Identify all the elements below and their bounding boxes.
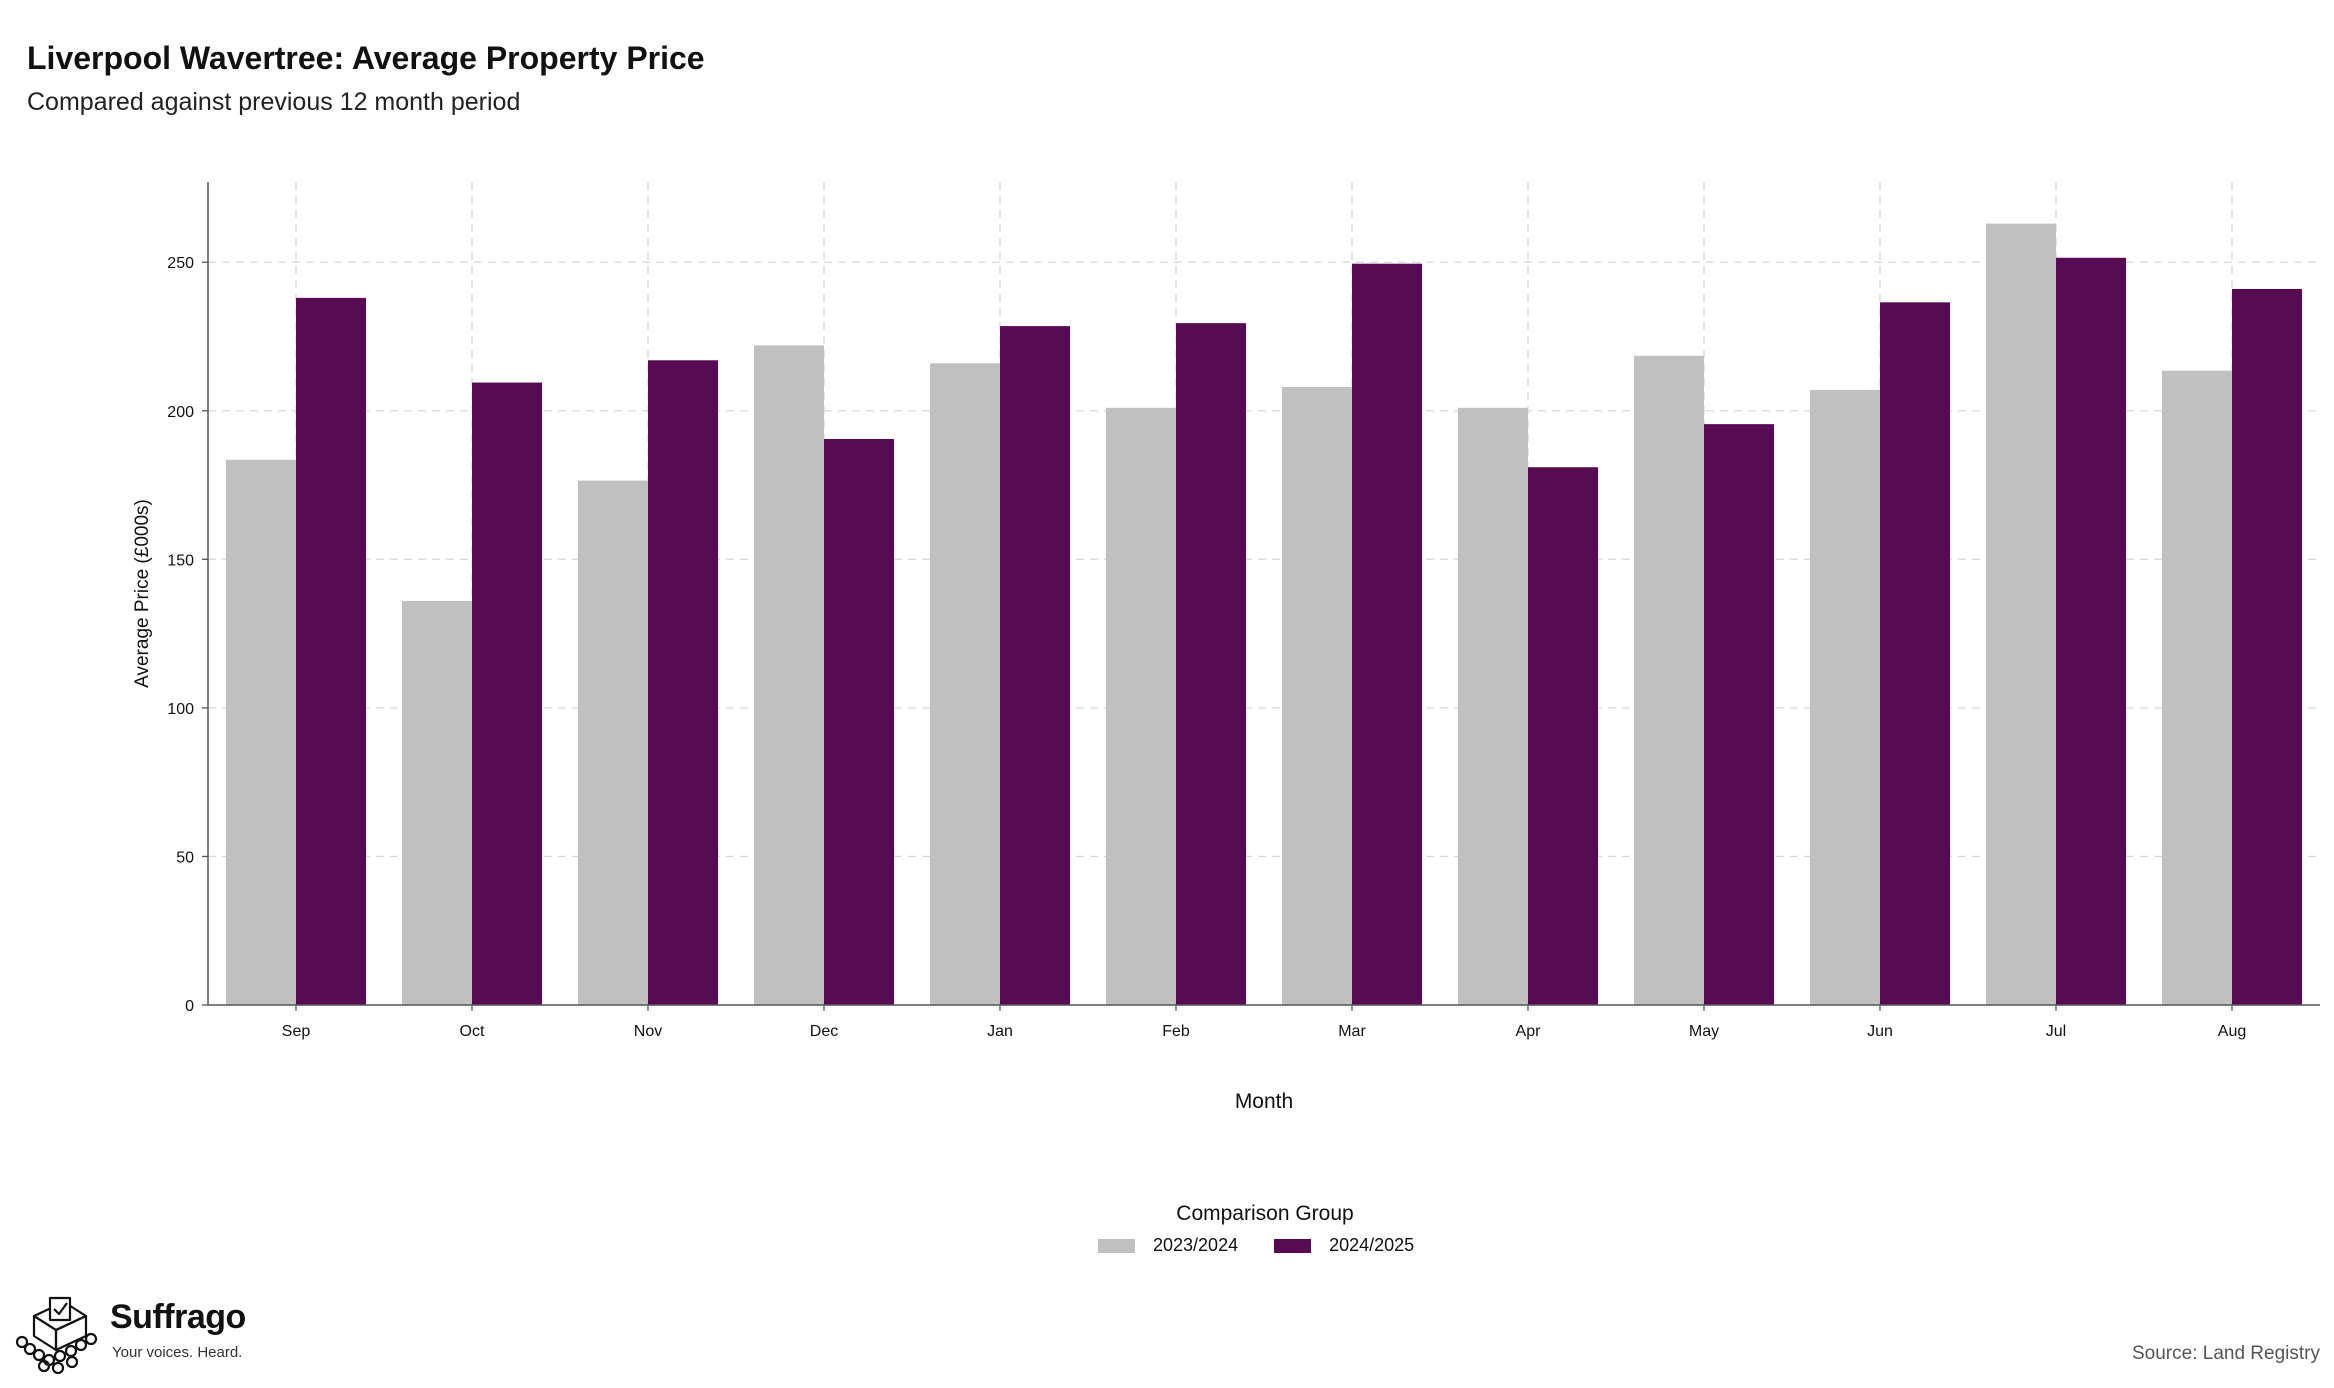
bar-oct-2023-2024 bbox=[402, 600, 472, 1005]
x-tick-label-dec: Dec bbox=[810, 1023, 838, 1040]
bar-sep-2024-2025 bbox=[296, 297, 366, 1005]
bar-aug-2023-2024 bbox=[2162, 370, 2232, 1005]
bar-apr-2024-2025 bbox=[1528, 467, 1598, 1006]
legend-swatch-2024-2025 bbox=[1274, 1238, 1312, 1253]
bar-aug-2024-2025 bbox=[2232, 288, 2302, 1005]
y-tick-label-50: 50 bbox=[176, 849, 194, 866]
y-tick-label-0: 0 bbox=[185, 998, 194, 1015]
x-tick-label-nov: Nov bbox=[634, 1023, 662, 1040]
y-tick-label-100: 100 bbox=[167, 701, 194, 718]
bar-may-2023-2024 bbox=[1634, 355, 1704, 1006]
x-tick-label-apr: Apr bbox=[1516, 1023, 1542, 1040]
x-tick-label-sep: Sep bbox=[282, 1023, 311, 1040]
bar-feb-2024-2025 bbox=[1176, 323, 1246, 1005]
x-axis-title: Month bbox=[1235, 1090, 1293, 1113]
x-tick-label-jul: Jul bbox=[2046, 1023, 2066, 1040]
bar-feb-2023-2024 bbox=[1106, 407, 1176, 1005]
axes bbox=[202, 182, 2320, 1011]
legend-title: Comparison Group bbox=[1176, 1202, 1354, 1225]
bar-oct-2024-2025 bbox=[472, 382, 542, 1005]
bar-jul-2023-2024 bbox=[1986, 223, 2056, 1005]
bar-nov-2024-2025 bbox=[648, 360, 718, 1005]
x-tick-label-jun: Jun bbox=[1867, 1023, 1893, 1040]
chart-title: Liverpool Wavertree: Average Property Pr… bbox=[27, 40, 705, 76]
bar-apr-2023-2024 bbox=[1458, 407, 1528, 1005]
legend-item-2023-2024: 2023/2024 bbox=[1098, 1235, 1238, 1256]
bars bbox=[226, 223, 2302, 1006]
bar-mar-2024-2025 bbox=[1352, 263, 1422, 1005]
bar-jun-2023-2024 bbox=[1810, 389, 1880, 1005]
bar-jan-2023-2024 bbox=[930, 363, 1000, 1005]
x-tick-label-mar: Mar bbox=[1338, 1023, 1366, 1040]
source-note: Source: Land Registry bbox=[2132, 1343, 2320, 1364]
x-tick-label-jan: Jan bbox=[987, 1023, 1013, 1040]
axis-labels: 0 50 100 150 200 250 Sep Oct Nov Dec Jan Feb Mar Apr M… bbox=[132, 255, 2246, 1113]
bar-nov-2023-2024 bbox=[578, 480, 648, 1005]
brand-name: Suffrago bbox=[110, 1298, 246, 1336]
bar-mar-2023-2024 bbox=[1282, 387, 1352, 1006]
y-axis-title: Average Price (£000s) bbox=[132, 499, 153, 688]
legend-label-2024-2025: 2024/2025 bbox=[1329, 1235, 1415, 1255]
bar-chart: 0 50 100 150 200 250 Sep Oct Nov Dec Jan Feb Mar Apr M… bbox=[132, 182, 2320, 1113]
y-tick-label-150: 150 bbox=[167, 552, 194, 569]
y-tick-label-200: 200 bbox=[167, 404, 194, 421]
bar-sep-2023-2024 bbox=[226, 459, 296, 1005]
brand-tagline: Your voices. Heard. bbox=[112, 1344, 243, 1361]
legend: 2023/2024 2024/2025 bbox=[1098, 1235, 1450, 1256]
x-tick-label-may: May bbox=[1689, 1023, 1719, 1040]
legend-swatch-2023-2024 bbox=[1098, 1238, 1135, 1253]
x-tick-label-aug: Aug bbox=[2218, 1023, 2246, 1040]
x-tick-label-oct: Oct bbox=[460, 1023, 485, 1040]
y-tick-label-250: 250 bbox=[167, 255, 194, 272]
x-tick-label-feb: Feb bbox=[1162, 1023, 1190, 1040]
bar-jan-2024-2025 bbox=[1000, 326, 1070, 1006]
legend-label-2023-2024: 2023/2024 bbox=[1153, 1235, 1239, 1255]
chart-subtitle: Compared against previous 12 month perio… bbox=[27, 88, 521, 116]
legend-item-2024-2025: 2024/2025 bbox=[1274, 1235, 1414, 1256]
ballot-box-icon bbox=[15, 1296, 98, 1375]
bar-may-2024-2025 bbox=[1704, 424, 1774, 1005]
bar-dec-2023-2024 bbox=[754, 345, 824, 1005]
bar-jun-2024-2025 bbox=[1880, 302, 1950, 1005]
bar-dec-2024-2025 bbox=[824, 439, 894, 1005]
bar-jul-2024-2025 bbox=[2056, 257, 2126, 1005]
